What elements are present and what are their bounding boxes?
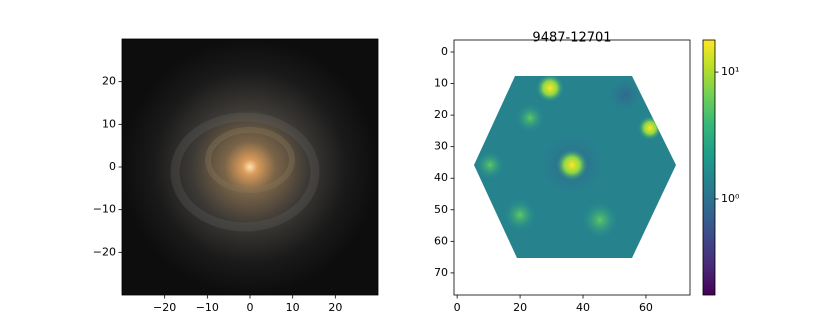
y-tick-label: −20: [93, 245, 116, 258]
x-tick-label: 40: [576, 301, 590, 314]
y-tick-label: 10: [434, 77, 448, 90]
colorbar: [702, 39, 716, 296]
y-tick-label: 0: [109, 160, 116, 173]
galaxy-image: [122, 39, 378, 295]
x-tick-label: 10: [286, 301, 300, 314]
x-tick-label: 0: [247, 301, 254, 314]
x-tick-label: −20: [153, 301, 176, 314]
y-tick-label: 50: [434, 203, 448, 216]
y-tick-label: 40: [434, 171, 448, 184]
y-tick-label: 30: [434, 140, 448, 153]
y-tick-label: −10: [93, 203, 116, 216]
colorbar-tick-label: 10¹: [721, 65, 739, 78]
x-tick-label: 20: [328, 301, 342, 314]
map-image: [474, 76, 676, 258]
y-tick-label: 20: [102, 75, 116, 88]
y-tick-label: 70: [434, 266, 448, 279]
x-tick-label: 60: [639, 301, 653, 314]
axes-frame: [453, 39, 691, 296]
y-tick-label: 60: [434, 234, 448, 247]
x-tick-label: 20: [513, 301, 527, 314]
y-tick-label: 20: [434, 108, 448, 121]
x-tick-label: 0: [454, 301, 461, 314]
colorbar-tick-label: 10⁰: [721, 192, 740, 205]
y-tick-label: 10: [102, 117, 116, 130]
map-title: 9487-12701: [532, 31, 611, 46]
y-tick-label: 0: [441, 45, 448, 58]
x-tick-label: −10: [196, 301, 219, 314]
